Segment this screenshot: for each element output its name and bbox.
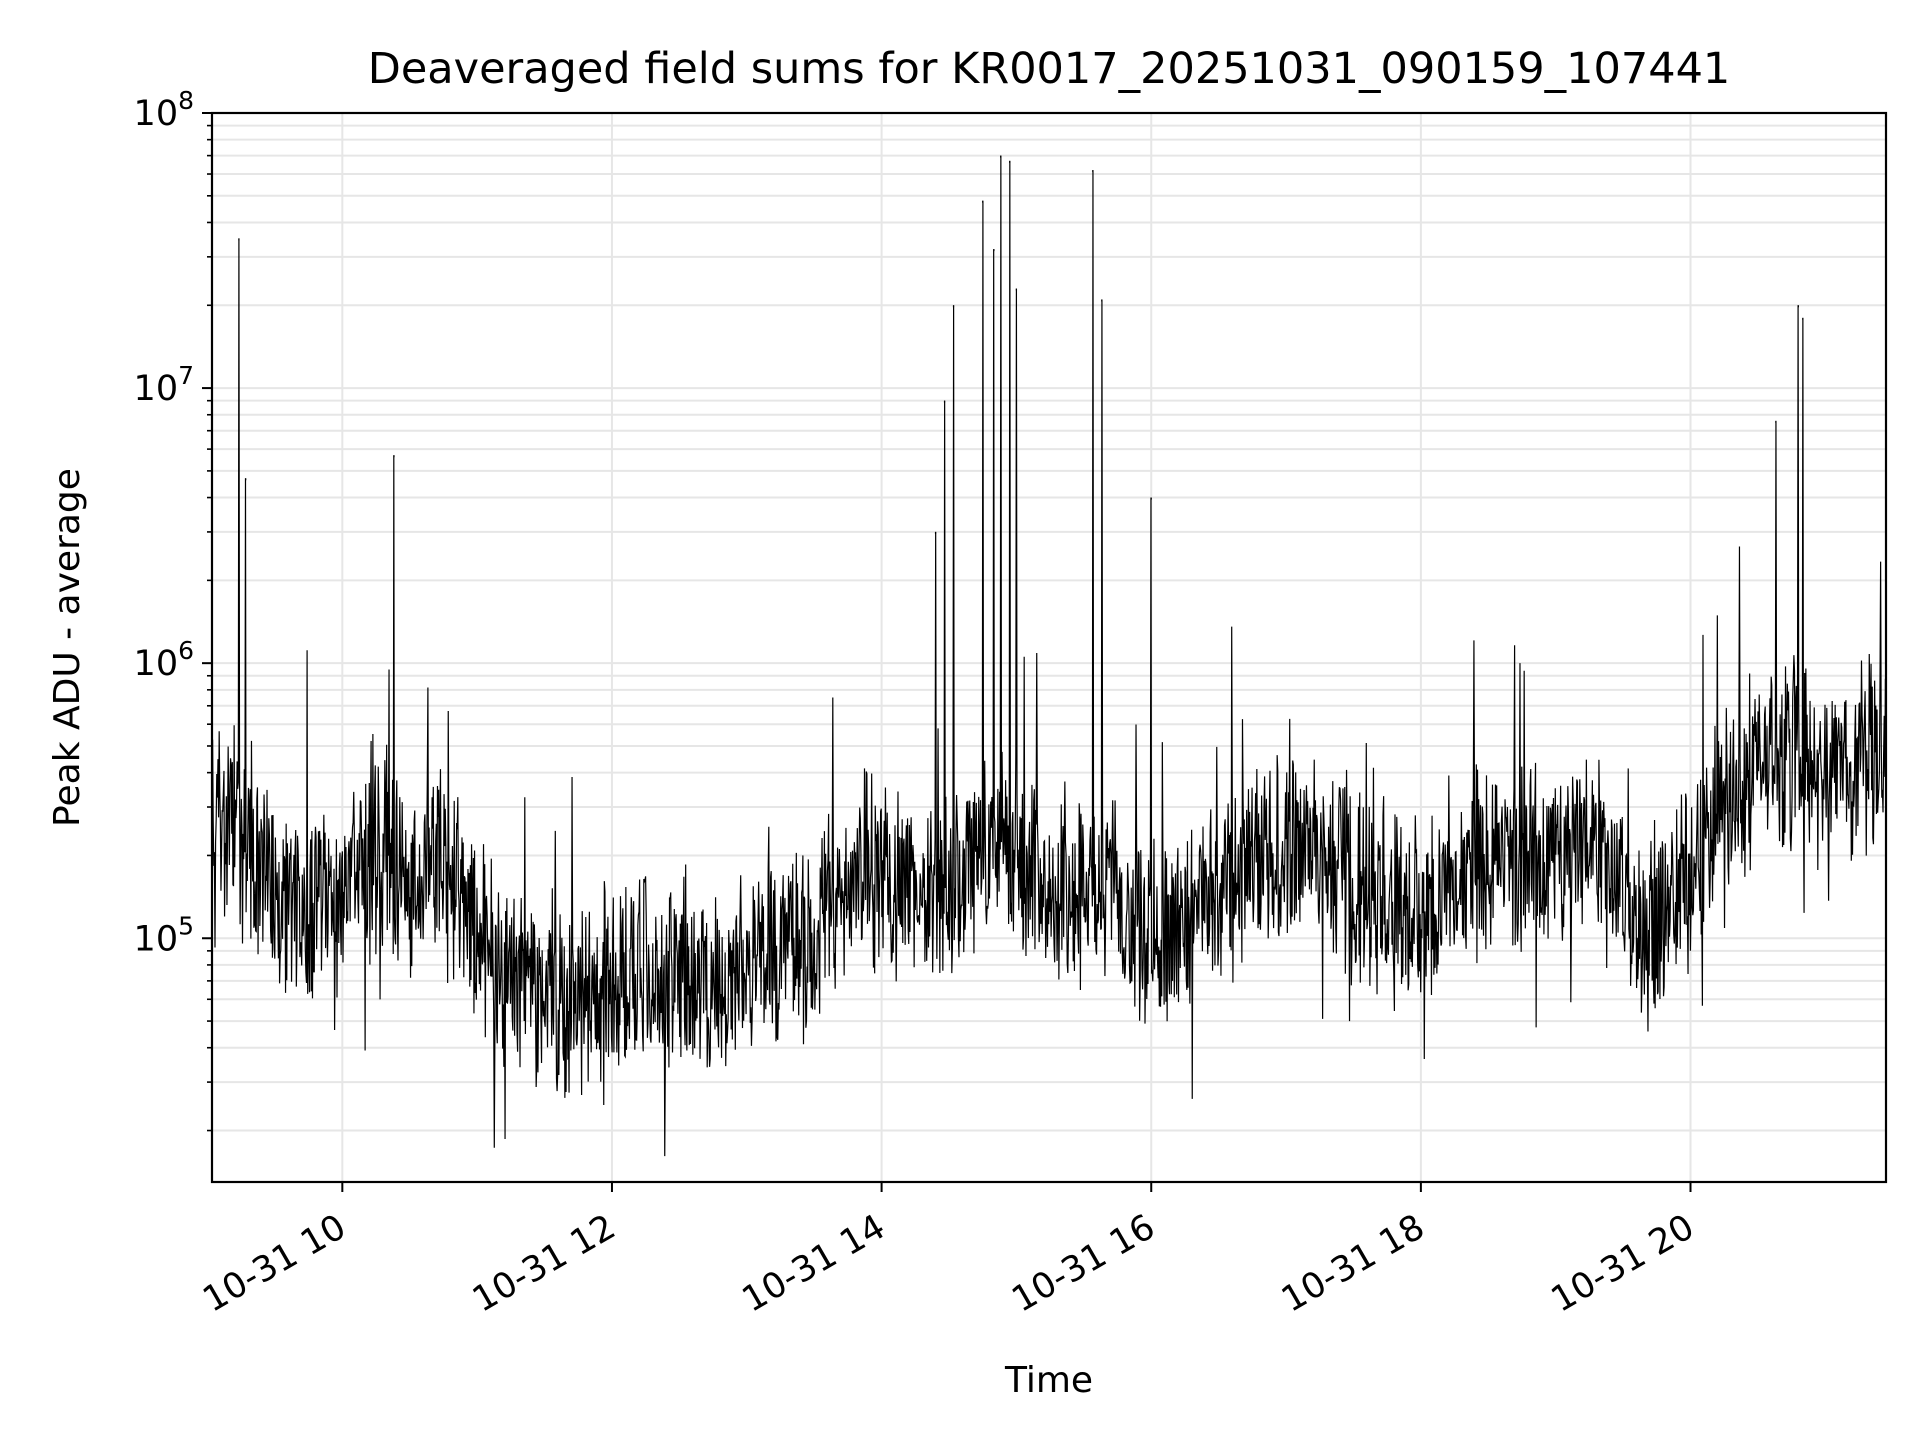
- y-axis-label: Peak ADU - average: [47, 468, 88, 827]
- y-tick-label: 107: [134, 361, 194, 409]
- y-tick-base: 10: [134, 369, 179, 409]
- y-tick-base: 10: [134, 644, 179, 684]
- chart-title: Deaveraged field sums for KR0017_2025103…: [368, 44, 1731, 94]
- y-tick-base: 10: [134, 94, 179, 134]
- y-tick-exponent: 5: [178, 911, 194, 940]
- x-axis-label: Time: [1004, 1360, 1093, 1401]
- y-tick-label: 108: [134, 86, 194, 134]
- y-tick-exponent: 7: [178, 361, 194, 390]
- y-tick-exponent: 6: [178, 636, 194, 665]
- y-tick-exponent: 8: [178, 86, 194, 115]
- plot-data: [212, 155, 1886, 1157]
- y-tick-label: 105: [134, 911, 194, 959]
- series-line: [212, 155, 1886, 1157]
- plot-frame: [210, 111, 1888, 1184]
- y-tick-base: 10: [134, 919, 179, 959]
- y-tick-label: 106: [134, 636, 194, 684]
